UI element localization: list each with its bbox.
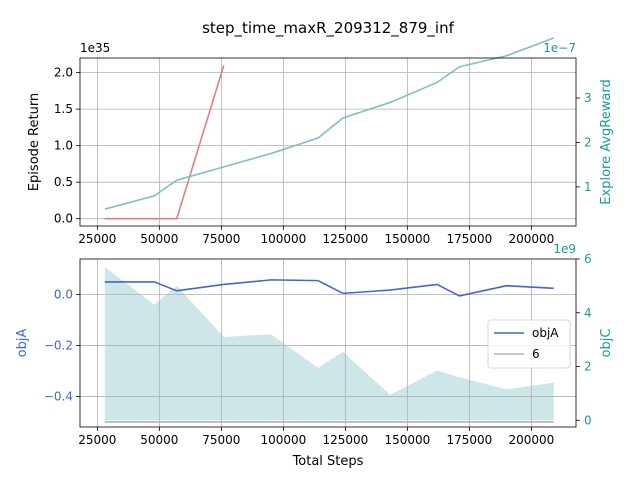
y-tick-label: 0.0	[54, 212, 73, 226]
x-tick-label: 125000	[322, 232, 368, 246]
legend-label: objA	[532, 326, 559, 340]
y2-offset-label: 1e−7	[543, 41, 576, 55]
y2-tick-label: 4	[584, 306, 592, 320]
legend-box	[487, 319, 571, 369]
y2-tick-label: 2	[584, 360, 592, 374]
bottom-chart: 25000 50000 75000 100000 125000 150000 175000 2…	[15, 242, 614, 469]
x-tick-label: 50000	[140, 433, 178, 447]
x-tick-label: 100000	[260, 232, 306, 246]
y2-tick-label: 0	[584, 413, 592, 427]
y-tick-label: 0.0	[54, 288, 73, 302]
top-chart: 25000 50000 75000 100000 125000 150000 175000 2…	[27, 37, 614, 246]
series-area-objC	[104, 267, 554, 421]
y-offset-label: 1e35	[80, 41, 110, 55]
x-tick-label: 150000	[384, 232, 430, 246]
x-tick-label: 50000	[140, 232, 178, 246]
x-tick-label: 175000	[446, 433, 492, 447]
x-axis-label: Total Steps	[292, 454, 364, 469]
y2-tick-label: 2	[584, 135, 592, 149]
y2-tick-label: 1	[584, 180, 592, 194]
y-tick-label: −0.4	[44, 389, 73, 403]
chart-title: step_time_maxR_209312_879_inf	[202, 19, 455, 38]
y-tick-label: 1.0	[54, 139, 73, 153]
y-tick-label: −0.2	[44, 339, 73, 353]
x-tick-label: 25000	[78, 433, 116, 447]
x-tick-label: 125000	[322, 433, 368, 447]
x-tick-label: 200000	[508, 232, 554, 246]
x-tick-label: 75000	[202, 433, 240, 447]
series-line-objA	[104, 279, 554, 297]
plot-frame	[79, 57, 577, 227]
y2-tick-label: 6	[584, 252, 592, 266]
y-tick-label: 2.0	[54, 66, 73, 80]
x-tick-label: 25000	[78, 232, 116, 246]
y-tick-label: 0.5	[54, 175, 73, 189]
y2-tick-label: 3	[584, 91, 592, 105]
plot-frame	[79, 258, 577, 428]
y2-axis-label: Explore AvgReward	[599, 79, 614, 204]
y-axis-label: Episode Return	[27, 93, 42, 191]
x-tick-label: 75000	[202, 232, 240, 246]
x-tick-label: 100000	[260, 433, 306, 447]
y-axis-label: objA	[15, 329, 30, 358]
x-tick-label: 150000	[384, 433, 430, 447]
x-tick-label: 175000	[446, 232, 492, 246]
x-tick-label: 200000	[508, 433, 554, 447]
series-line-avg-reward	[104, 37, 554, 210]
y2-axis-label: objC	[599, 329, 614, 358]
y-tick-label: 1.5	[54, 102, 73, 116]
legend: objA 6	[487, 319, 571, 369]
series-line-episode-return	[104, 65, 225, 220]
legend-label: 6	[532, 347, 540, 361]
y2-offset-label: 1e9	[553, 242, 576, 256]
